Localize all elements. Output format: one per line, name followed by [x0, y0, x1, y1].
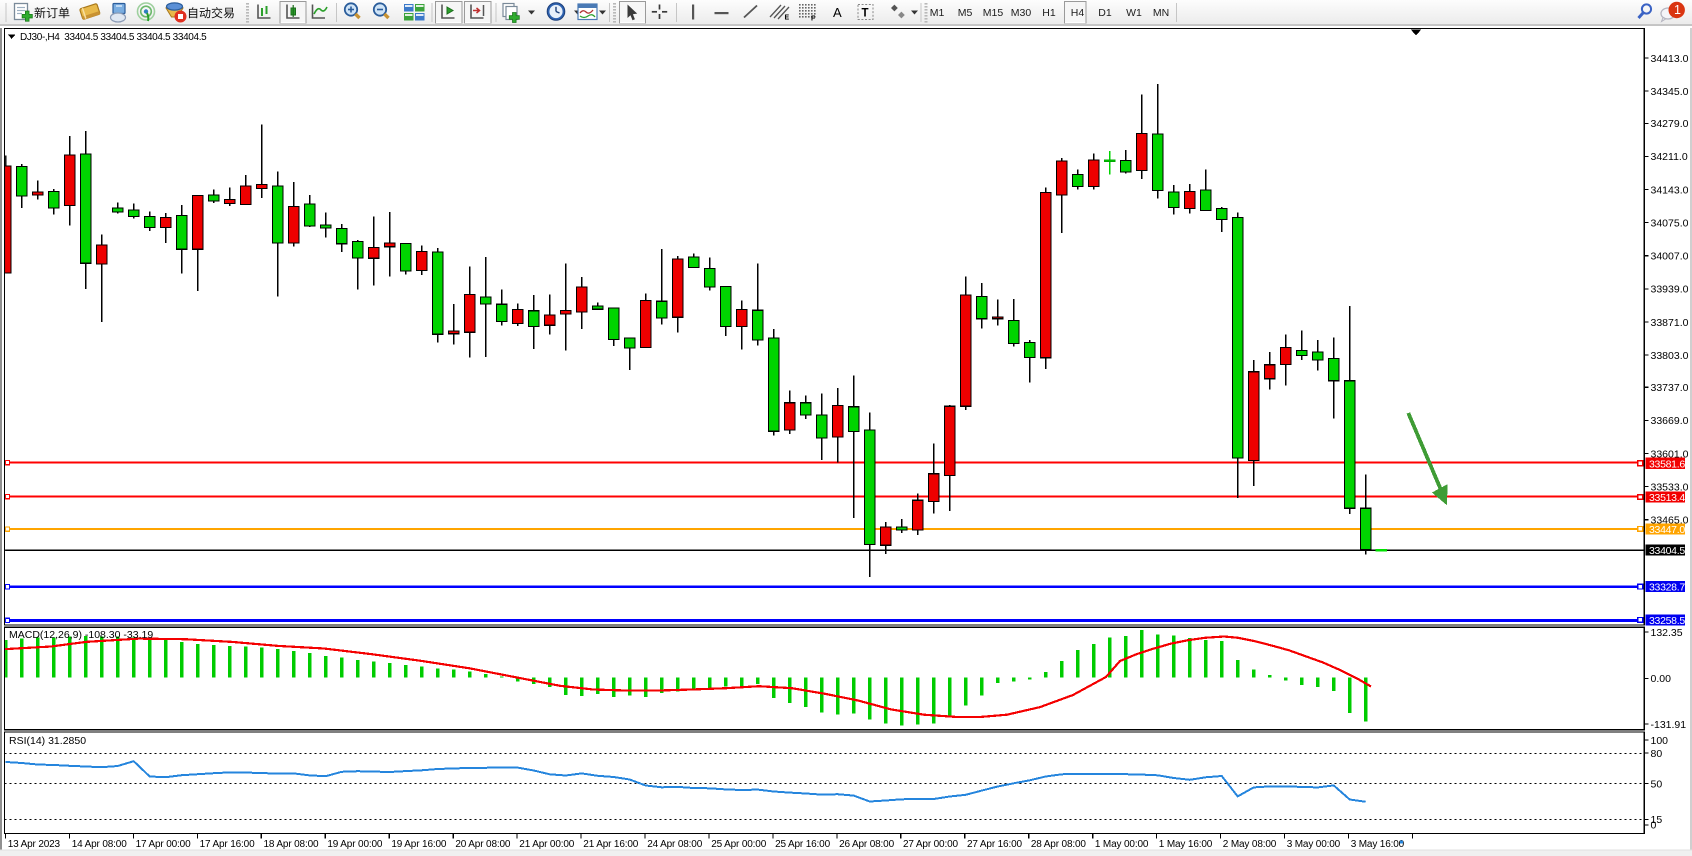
svg-text:H1: H1: [1042, 7, 1056, 19]
svg-text:33328.7: 33328.7: [1649, 582, 1685, 594]
svg-text:34075.0: 34075.0: [1651, 217, 1689, 229]
svg-text:25 Apr 16:00: 25 Apr 16:00: [775, 839, 831, 850]
svg-text:50: 50: [1651, 778, 1663, 790]
svg-text:25 Apr 00:00: 25 Apr 00:00: [711, 839, 767, 850]
svg-text:33669.0: 33669.0: [1651, 415, 1689, 427]
svg-text:34345.0: 34345.0: [1651, 86, 1689, 98]
svg-text:3 May 00:00: 3 May 00:00: [1287, 839, 1341, 850]
svg-text:21 Apr 00:00: 21 Apr 00:00: [519, 839, 575, 850]
svg-text:34413.0: 34413.0: [1651, 53, 1689, 65]
svg-text:1: 1: [1674, 3, 1681, 17]
svg-text:13 Apr 2023: 13 Apr 2023: [8, 839, 61, 850]
svg-text:E: E: [785, 15, 790, 22]
svg-text:1 May 00:00: 1 May 00:00: [1095, 839, 1149, 850]
svg-text:F: F: [811, 16, 816, 23]
svg-text:M1: M1: [930, 7, 945, 19]
svg-text:33939.0: 33939.0: [1651, 284, 1689, 296]
svg-text:DJ30-,H4 33404.5 33404.5 3340: DJ30-,H4 33404.5 33404.5 33404.5 33404.5: [20, 32, 207, 43]
svg-text:MN: MN: [1153, 7, 1169, 19]
svg-text:33513.4: 33513.4: [1649, 492, 1685, 504]
svg-text:17 Apr 00:00: 17 Apr 00:00: [136, 839, 192, 850]
svg-text:33258.5: 33258.5: [1649, 615, 1685, 627]
svg-text:33601.0: 33601.0: [1651, 448, 1689, 460]
svg-text:24 Apr 08:00: 24 Apr 08:00: [647, 839, 703, 850]
svg-text:M5: M5: [958, 7, 973, 19]
svg-text:0: 0: [1651, 820, 1657, 832]
svg-text:W1: W1: [1126, 7, 1142, 19]
svg-text:33447.0: 33447.0: [1649, 524, 1685, 536]
svg-text:3 May 16:00: 3 May 16:00: [1351, 839, 1405, 850]
svg-text:D1: D1: [1098, 7, 1112, 19]
svg-text:20 Apr 08:00: 20 Apr 08:00: [455, 839, 511, 850]
svg-text:33871.0: 33871.0: [1651, 317, 1689, 329]
svg-text:19 Apr 00:00: 19 Apr 00:00: [327, 839, 383, 850]
svg-text:28 Apr 08:00: 28 Apr 08:00: [1031, 839, 1087, 850]
svg-text:H4: H4: [1071, 7, 1085, 19]
svg-text:80: 80: [1651, 748, 1663, 760]
svg-text:18 Apr 08:00: 18 Apr 08:00: [264, 839, 320, 850]
svg-text:RSI(14) 31.2850: RSI(14) 31.2850: [9, 735, 86, 747]
svg-text:0.00: 0.00: [1651, 673, 1672, 685]
svg-text:15: 15: [1651, 814, 1663, 826]
svg-text:34211.0: 34211.0: [1651, 151, 1688, 163]
svg-text:33737.0: 33737.0: [1651, 382, 1689, 394]
svg-text:14 Apr 08:00: 14 Apr 08:00: [72, 839, 128, 850]
svg-text:34279.0: 34279.0: [1651, 118, 1689, 130]
svg-text:33404.5: 33404.5: [1649, 545, 1685, 557]
svg-text:132.35: 132.35: [1651, 627, 1683, 639]
svg-text:33581.6: 33581.6: [1649, 458, 1685, 470]
svg-text:33803.0: 33803.0: [1651, 350, 1689, 362]
svg-text:100: 100: [1651, 735, 1669, 747]
svg-text:M30: M30: [1011, 7, 1032, 19]
svg-text:MACD(12,26,9) -108.30 -33.19: MACD(12,26,9) -108.30 -33.19: [9, 629, 153, 641]
svg-text:M15: M15: [983, 7, 1004, 19]
svg-text:27 Apr 16:00: 27 Apr 16:00: [967, 839, 1023, 850]
svg-text:19 Apr 16:00: 19 Apr 16:00: [391, 839, 447, 850]
svg-text:21 Apr 16:00: 21 Apr 16:00: [583, 839, 639, 850]
svg-text:27 Apr 00:00: 27 Apr 00:00: [903, 839, 959, 850]
svg-text:34143.0: 34143.0: [1651, 184, 1689, 196]
svg-text:1 May 16:00: 1 May 16:00: [1159, 839, 1213, 850]
svg-text:34007.0: 34007.0: [1651, 251, 1689, 263]
svg-text:2 May 08:00: 2 May 08:00: [1223, 839, 1277, 850]
svg-text:33533.0: 33533.0: [1651, 481, 1689, 493]
svg-text:-131.91: -131.91: [1651, 719, 1687, 731]
svg-text:17 Apr 16:00: 17 Apr 16:00: [200, 839, 256, 850]
svg-text:A: A: [833, 5, 842, 20]
svg-text:T: T: [862, 8, 869, 20]
svg-text:26 Apr 08:00: 26 Apr 08:00: [839, 839, 895, 850]
